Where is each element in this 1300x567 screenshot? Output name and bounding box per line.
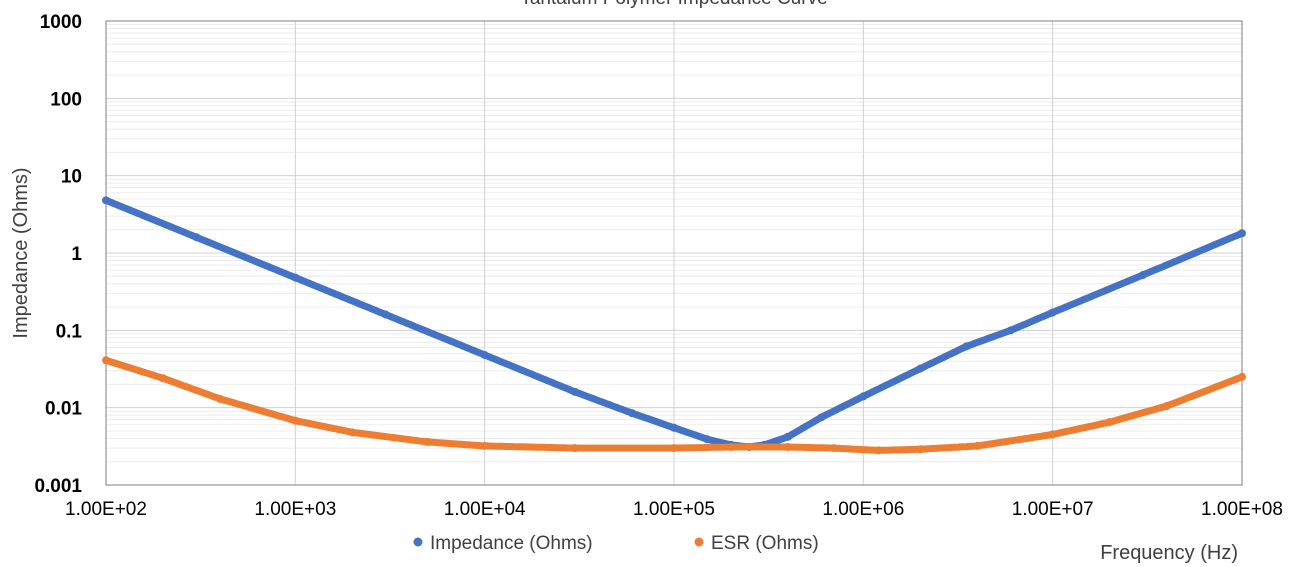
x-tick-label: 1.00E+07	[1012, 499, 1094, 520]
data-point	[874, 446, 883, 455]
data-point	[962, 342, 971, 351]
x-axis-label: Frequency (Hz)	[1100, 542, 1238, 564]
legend-entry: Impedance (Ohms)	[430, 533, 593, 554]
data-point	[571, 444, 580, 453]
plot-frame	[105, 20, 1243, 486]
x-tick-label: 1.00E+05	[633, 499, 715, 520]
data-point	[859, 392, 868, 401]
data-point	[670, 444, 678, 453]
data-point	[102, 196, 110, 205]
data-point	[726, 443, 735, 452]
data-point	[215, 394, 224, 403]
data-point	[916, 445, 925, 454]
y-tick-label: 1	[71, 244, 82, 265]
x-tick-labels: 1.00E+02 1.00E+03 1.00E+04 1.00E+05 1.00E+06…	[65, 499, 1283, 520]
data-point	[291, 273, 300, 282]
data-point	[423, 437, 432, 446]
y-tick-label: 100	[50, 89, 82, 110]
x-tick-label: 1.00E+04	[444, 499, 526, 520]
y-axis-label: Impedance (Ohms)	[10, 167, 32, 338]
data-point	[973, 441, 982, 450]
data-point	[627, 409, 636, 418]
y-tick-label: 1000	[40, 12, 82, 33]
y-tick-labels: 0.001 0.01 0.1 1 10 100 1000	[34, 12, 82, 497]
data-point	[571, 387, 580, 396]
data-point	[291, 416, 300, 425]
chart-title: Tantalum Polymer Impedance Curve	[520, 0, 827, 9]
data-point	[1238, 372, 1246, 381]
series-esr	[102, 356, 1246, 455]
series-group	[102, 196, 1246, 455]
data-point	[102, 356, 110, 365]
data-point	[783, 432, 792, 441]
x-tick-label: 1.00E+03	[254, 499, 336, 520]
data-point	[670, 423, 678, 432]
data-point	[348, 428, 357, 437]
legend: Impedance (Ohms) ESR (Ohms)	[413, 533, 819, 554]
legend-marker	[694, 537, 704, 547]
data-point	[916, 364, 925, 373]
y-tick-label: 10	[61, 167, 82, 188]
y-tick-label: 0.001	[34, 476, 82, 497]
data-point	[1105, 418, 1114, 427]
data-point	[703, 435, 712, 444]
data-point	[830, 444, 839, 453]
x-tick-label: 1.00E+06	[822, 499, 904, 520]
y-tick-label: 0.1	[56, 321, 83, 342]
data-point	[480, 441, 489, 450]
data-point	[1139, 270, 1148, 279]
data-point	[480, 350, 489, 359]
data-point	[783, 443, 792, 452]
legend-marker	[413, 537, 423, 547]
data-point	[1006, 326, 1015, 335]
data-point	[1238, 229, 1246, 238]
data-point	[1162, 402, 1171, 411]
x-tick-label: 1.00E+02	[65, 499, 147, 520]
x-tick-label: 1.00E+08	[1201, 499, 1283, 520]
data-point	[817, 413, 826, 422]
legend-entry: ESR (Ohms)	[711, 533, 819, 554]
data-point	[158, 374, 167, 383]
data-point	[1048, 308, 1057, 317]
data-point	[192, 233, 201, 242]
data-point	[1048, 430, 1057, 439]
y-tick-label: 0.01	[45, 399, 82, 420]
data-point	[381, 310, 390, 319]
